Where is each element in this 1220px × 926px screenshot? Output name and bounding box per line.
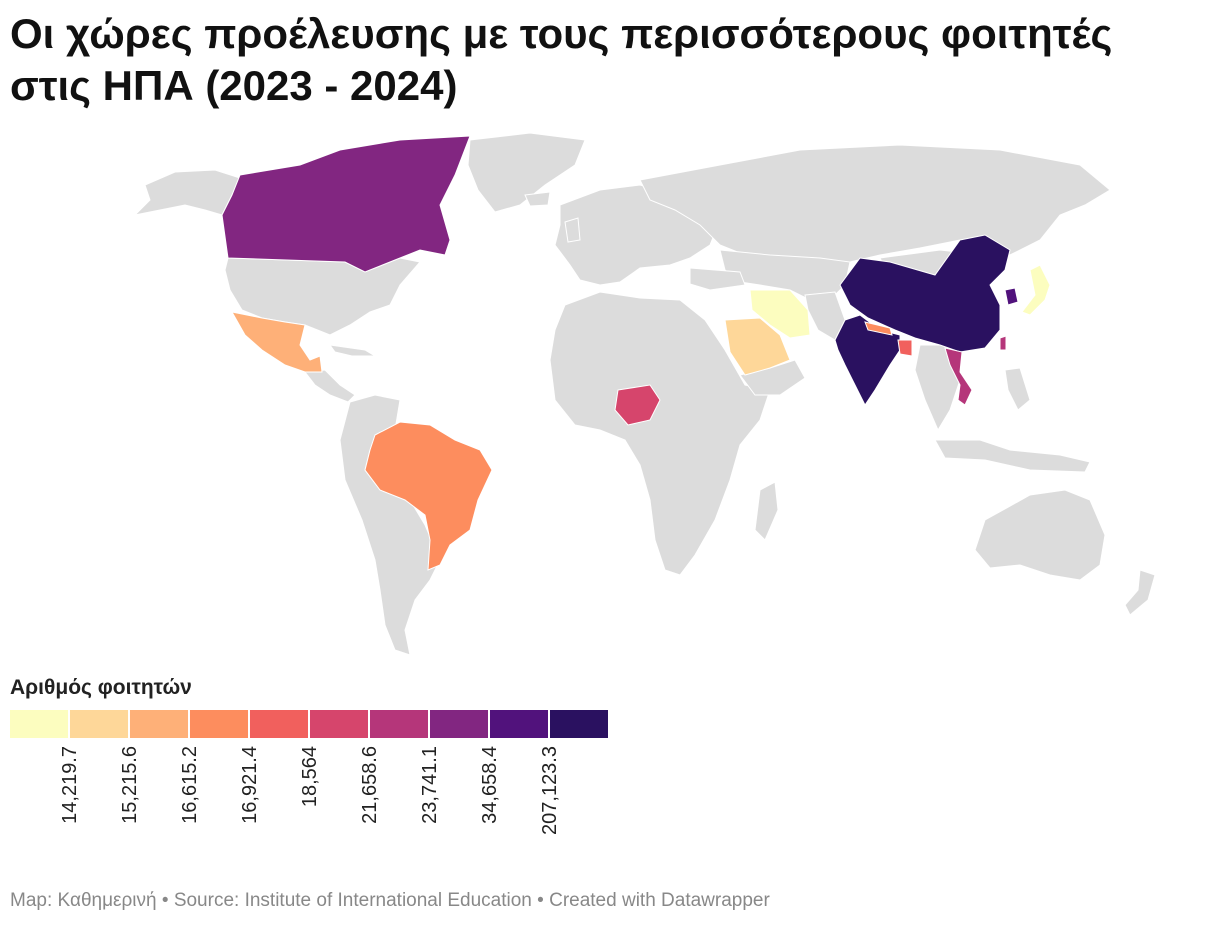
- country-greenland: [467, 132, 586, 213]
- legend-swatch: [130, 710, 188, 738]
- country-iran: [749, 289, 811, 339]
- country-nigeria: [614, 384, 661, 426]
- legend-swatch: [550, 710, 608, 738]
- legend-tick-label: 207,123.3: [539, 746, 561, 835]
- country-indonesia: [934, 439, 1091, 473]
- country-madagascar: [754, 481, 779, 541]
- country-iceland: [524, 191, 551, 207]
- country-central-america: [304, 369, 356, 403]
- country-philippines: [1004, 367, 1031, 411]
- legend-tick-label: 21,658.6: [359, 746, 381, 824]
- legend-swatch: [370, 710, 428, 738]
- country-nepal: [864, 321, 893, 336]
- footer-created: Created with Datawrapper: [549, 890, 770, 911]
- legend-ticks: 14,219.7 15,215.6 16,615.2 16,921.4 18,564 21…: [10, 738, 610, 858]
- country-china: [839, 234, 1011, 353]
- country-canada: [221, 135, 471, 273]
- country-australia: [974, 489, 1106, 581]
- legend-swatch: [490, 710, 548, 738]
- country-saudi-arabia: [724, 317, 791, 376]
- legend-swatch: [430, 710, 488, 738]
- country-usa-alaska: [133, 169, 241, 216]
- legend-tick-label: 18,564: [299, 746, 321, 808]
- country-cuba: [328, 344, 377, 357]
- country-india: [834, 314, 901, 406]
- legend-tick-label: 16,615.2: [179, 746, 201, 824]
- legend-tick-label: 34,658.4: [479, 746, 501, 824]
- legend-swatch: [250, 710, 308, 738]
- legend-tick-label: 14,219.7: [59, 746, 81, 824]
- legend-swatch: [190, 710, 248, 738]
- legend-tick-label: 23,741.1: [419, 746, 441, 824]
- footer: Map: Καθημερινή • Source: Institute of I…: [10, 890, 770, 912]
- country-brazil: [364, 421, 493, 571]
- legend-tick-label: 15,215.6: [119, 746, 141, 824]
- legend: Αριθμός φοιτητών 14,219.7 15,215.6 16,615.…: [10, 676, 610, 858]
- country-turkey: [689, 267, 746, 291]
- country-mexico: [231, 311, 323, 373]
- legend-color-ramp: [10, 710, 610, 738]
- legend-swatch: [70, 710, 128, 738]
- country-africa: [549, 291, 771, 576]
- country-south-korea: [1004, 287, 1019, 306]
- footer-separator: •: [531, 890, 550, 911]
- footer-map-credit: Map: Καθημερινή: [10, 890, 157, 911]
- footer-separator: •: [156, 890, 174, 911]
- country-uk: [564, 217, 581, 243]
- world-map: [133, 132, 1156, 656]
- legend-swatch: [10, 710, 68, 738]
- country-vietnam: [944, 347, 973, 406]
- footer-source: Source: Institute of International Educa…: [173, 890, 532, 911]
- country-taiwan: [999, 335, 1007, 351]
- country-new-zealand: [1124, 569, 1156, 616]
- map-title: Οι χώρες προέλευσης με τους περισσότερου…: [10, 10, 1113, 109]
- country-japan: [1021, 264, 1051, 316]
- legend-swatch: [310, 710, 368, 738]
- legend-tick-label: 16,921.4: [239, 746, 261, 824]
- legend-title: Αριθμός φοιτητών: [10, 676, 192, 699]
- country-bangladesh: [897, 339, 913, 357]
